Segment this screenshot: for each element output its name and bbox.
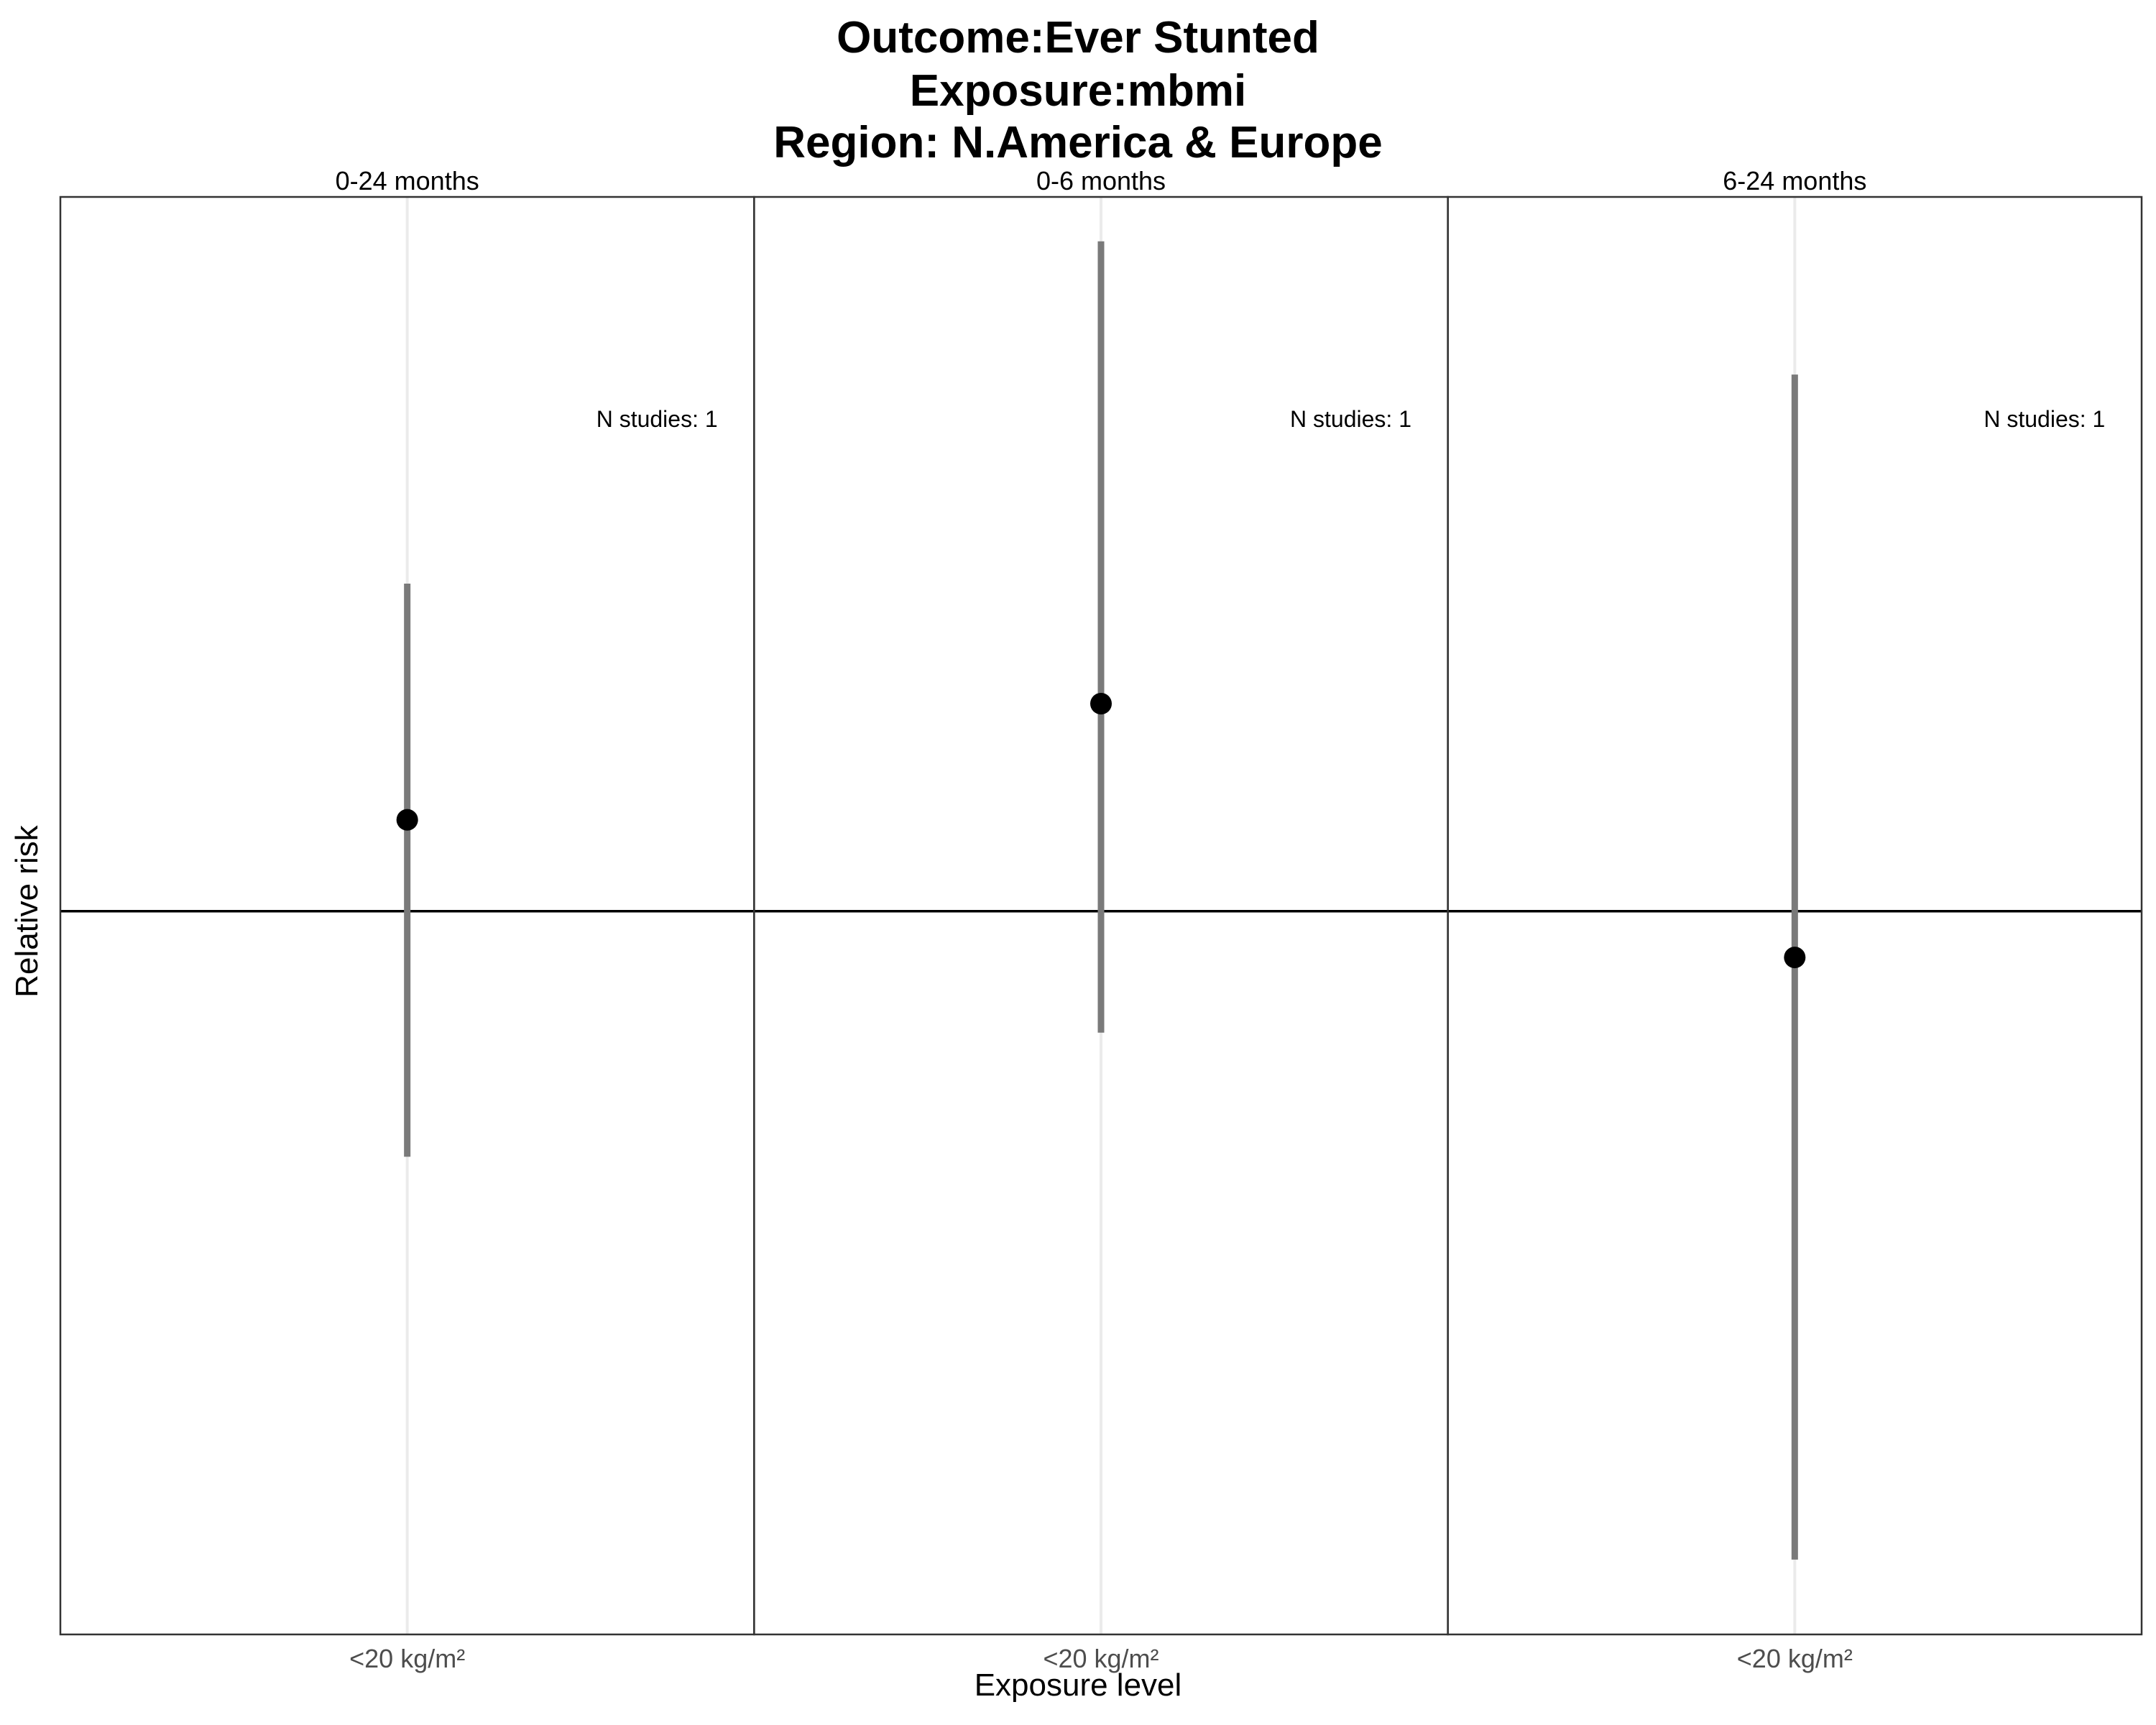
n-studies-label: N studies: 1 [1290,406,1411,432]
title-line-exposure: Exposure:mbmi [909,66,1247,116]
facet-label: 0-24 months [336,166,479,196]
panel-6-24-months: 6-24 months N studies: 1 <20 kg/m² [1447,166,2143,1673]
estimate-point [396,809,418,831]
panel-0-24-months: 0-24 months N studies: 1 <20 kg/m² [59,166,755,1673]
estimate-point [1090,692,1112,714]
panel-border [1447,196,2143,1636]
x-tick-label: <20 kg/m² [1737,1644,1853,1673]
x-tick-label: <20 kg/m² [1043,1644,1158,1673]
estimate-point [1784,947,1806,969]
title-line-outcome: Outcome:Ever Stunted [837,13,1319,63]
n-studies-label: N studies: 1 [1984,406,2105,432]
facet-label: 0-6 months [1036,166,1166,196]
facet-label: 6-24 months [1723,166,1866,196]
x-tick-label: <20 kg/m² [349,1644,465,1673]
y-axis-title: Relative risk [9,825,45,998]
title-line-region: Region: N.America & Europe [773,118,1383,167]
x-axis-title: Exposure level [974,1668,1182,1703]
panel-0-6-months: 0-6 months N studies: 1 <20 kg/m² [753,166,1449,1673]
n-studies-label: N studies: 1 [596,406,718,432]
